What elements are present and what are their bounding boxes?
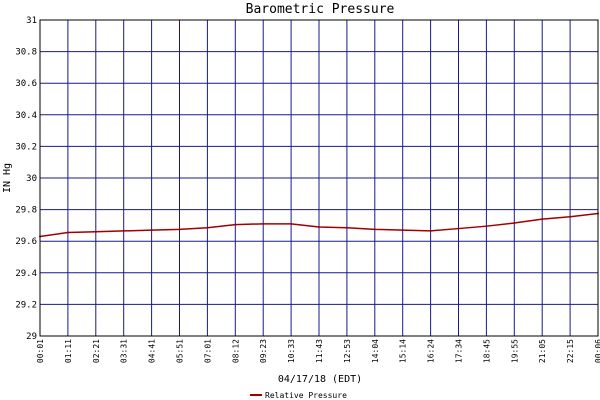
y-tick-label: 30.6 <box>15 79 37 89</box>
x-tick-label: 11:43 <box>315 339 324 363</box>
x-tick-label: 22:15 <box>566 339 575 363</box>
x-axis-label: 04/17/18 (EDT) <box>278 374 362 385</box>
data-point <box>345 226 348 229</box>
y-tick-labels: 29 29.2 29.4 29.6 29.8 30 30.2 30.4 30.6 30.8 31 <box>15 16 37 342</box>
x-tick-labels: 00:01 01:11 02:21 03:31 04:41 05:51 07:01 08:12… <box>36 339 600 363</box>
x-tick-label: 05:51 <box>176 339 185 363</box>
data-point <box>429 229 432 232</box>
data-point <box>457 227 460 230</box>
x-tick-label: 15:14 <box>399 339 408 363</box>
y-tick-label: 29.4 <box>15 269 37 279</box>
y-tick-label: 29.2 <box>15 300 37 310</box>
y-tick-label: 30 <box>26 174 37 184</box>
x-tick-label: 00:06 <box>594 339 600 363</box>
data-point <box>262 222 265 225</box>
x-tick-label: 01:11 <box>64 339 73 363</box>
data-point <box>150 229 153 232</box>
legend-label: Relative Pressure <box>265 391 347 400</box>
x-tick-label: 09:23 <box>259 339 268 363</box>
y-tick-label: 30.4 <box>15 111 37 121</box>
data-point <box>485 225 488 228</box>
data-point <box>290 222 293 225</box>
x-tick-label: 03:31 <box>120 339 129 363</box>
x-tick-label: 17:34 <box>455 339 464 363</box>
x-tick-label: 10:33 <box>287 339 296 363</box>
data-point <box>513 222 516 225</box>
x-tick-label: 02:21 <box>92 339 101 363</box>
y-axis-label: IN Hg <box>2 163 13 193</box>
data-point <box>94 230 97 233</box>
y-tick-label: 29.6 <box>15 237 37 247</box>
x-tick-label: 21:05 <box>538 339 547 363</box>
x-tick-label: 04:41 <box>148 339 157 363</box>
legend: Relative Pressure <box>250 391 347 400</box>
x-tick-label: 07:01 <box>203 339 212 363</box>
chart-title: Barometric Pressure <box>246 2 395 17</box>
x-tick-label: 08:12 <box>231 339 240 363</box>
plot-frame <box>39 19 599 337</box>
data-point <box>234 223 237 226</box>
x-tick-label: 16:24 <box>427 339 436 363</box>
data-point <box>206 226 209 229</box>
data-point <box>569 215 572 218</box>
data-point <box>66 231 69 234</box>
data-point <box>178 228 181 231</box>
data-point <box>373 228 376 231</box>
data-point <box>318 225 320 228</box>
y-tick-label: 30.2 <box>15 142 37 152</box>
y-tick-label: 31 <box>26 16 37 26</box>
x-tick-label: 00:01 <box>36 339 45 363</box>
grid <box>39 19 599 337</box>
y-tick-label: 30.8 <box>15 48 37 58</box>
x-tick-label: 14:04 <box>371 339 380 363</box>
x-tick-label: 19:55 <box>510 339 519 363</box>
data-point <box>122 229 125 232</box>
data-point <box>401 229 404 232</box>
x-tick-label: 18:45 <box>482 339 491 363</box>
x-tick-label: 12:53 <box>343 339 352 363</box>
data-point <box>541 218 544 221</box>
y-tick-label: 29 <box>26 332 37 342</box>
y-tick-label: 29.8 <box>15 206 37 216</box>
